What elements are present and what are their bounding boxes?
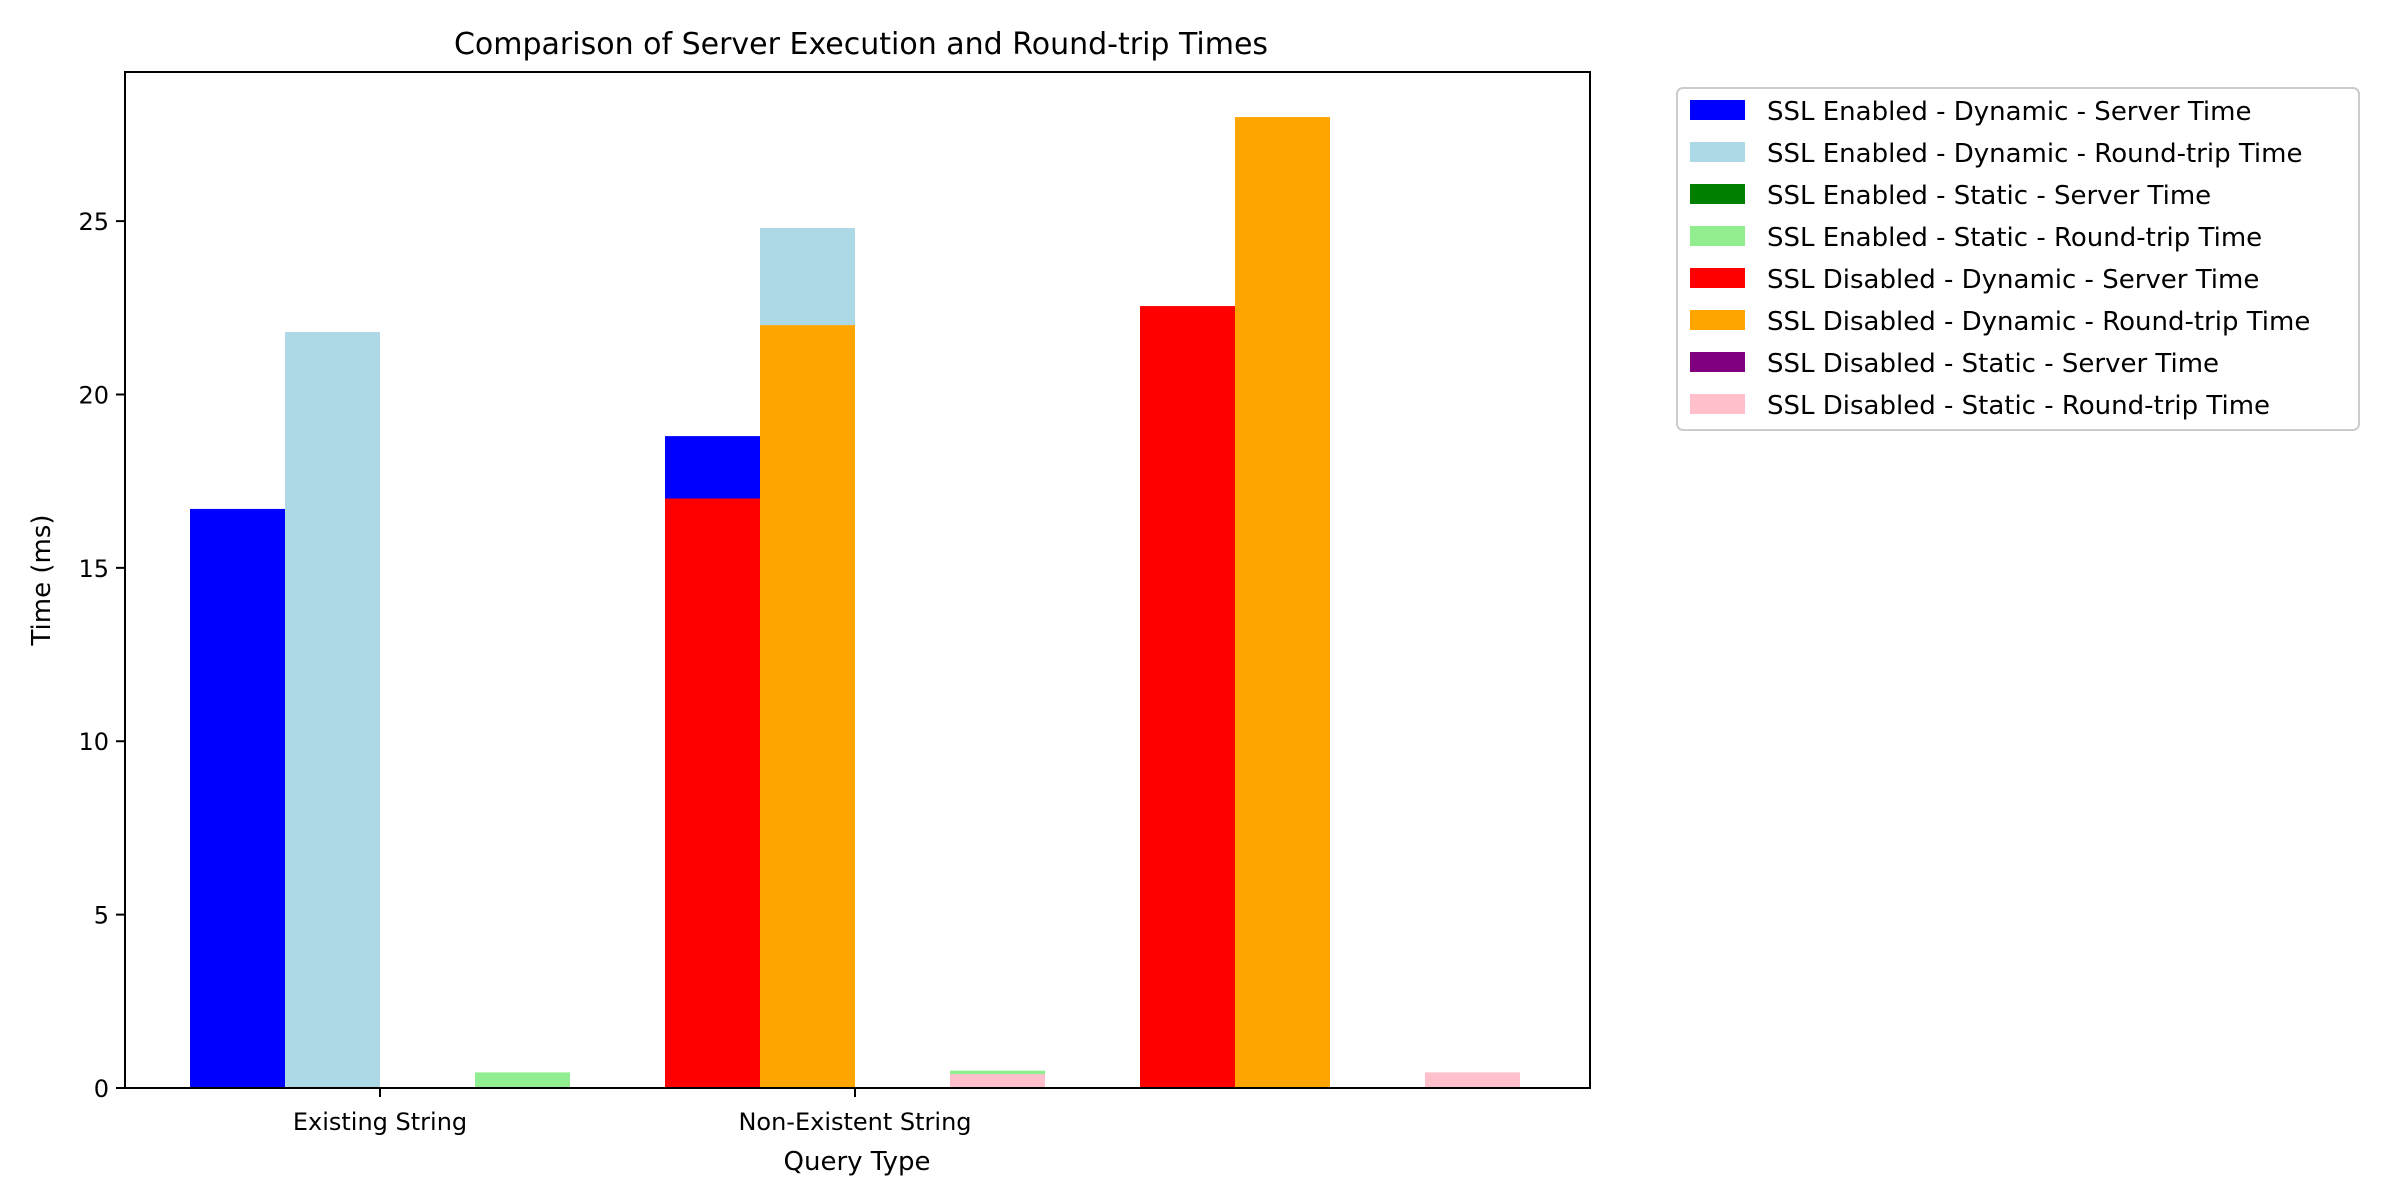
legend-frame [1676,87,2360,431]
bar-13 [1140,306,1235,1089]
legend-label: SSL Disabled - Dynamic - Server Time [1767,265,2259,295]
legend-label: SSL Enabled - Static - Server Time [1767,181,2211,211]
legend-swatch [1690,394,1745,414]
y-tick-label: 0 [94,1075,109,1103]
legend-swatch [1690,100,1745,120]
y-tick-label: 20 [78,381,109,409]
chart-title: Comparison of Server Execution and Round… [454,27,1268,62]
y-axis-label: Time (ms) [27,514,57,646]
legend-label: SSL Disabled - Dynamic - Round-trip Time [1767,307,2310,337]
plot-frame [124,71,1591,1089]
y-tick-label: 25 [78,208,109,236]
y-tick-label: 15 [78,555,109,583]
legend-label: SSL Enabled - Static - Round-trip Time [1767,223,2262,253]
legend-label: SSL Disabled - Static - Round-trip Time [1767,391,2270,421]
legend-swatch [1690,184,1745,204]
legend-label: SSL Enabled - Dynamic - Round-trip Time [1767,139,2302,169]
legend-label: SSL Disabled - Static - Server Time [1767,349,2219,379]
y-tick-label: 5 [94,902,109,930]
legend-item: SSL Enabled - Dynamic - Round-trip Time [1690,139,2302,169]
bar-2 [285,332,380,1089]
x-axis-label: Query Type [784,1147,931,1177]
x-axis: Existing String Non-Existent String [293,1088,972,1136]
bar-12 [950,1074,1045,1088]
bar-14 [1235,117,1330,1089]
legend-swatch [1690,268,1745,288]
legend-item: SSL Enabled - Dynamic - Server Time [1690,97,2251,127]
bar-16 [1425,1072,1520,1088]
bars-layer [190,117,1520,1089]
legend-item: SSL Disabled - Static - Server Time [1690,349,2219,379]
legend-swatch [1690,142,1745,162]
bar-9 [665,498,760,1088]
bar-10 [760,325,855,1088]
bar-1 [190,508,285,1088]
legend-swatch [1690,310,1745,330]
x-tick-label: Non-Existent String [738,1108,971,1136]
legend: SSL Enabled - Dynamic - Server Time SSL E… [1676,87,2360,431]
legend-swatch [1690,226,1745,246]
bar-4 [475,1072,570,1088]
y-tick-label: 10 [78,728,109,756]
legend-swatch [1690,352,1745,372]
legend-item: SSL Enabled - Static - Server Time [1690,181,2211,211]
legend-label: SSL Enabled - Dynamic - Server Time [1767,97,2251,127]
x-tick-label: Existing String [293,1108,467,1136]
legend-item: SSL Enabled - Static - Round-trip Time [1690,223,2262,253]
legend-item: SSL Disabled - Static - Round-trip Time [1690,391,2270,421]
legend-item: SSL Disabled - Dynamic - Round-trip Time [1690,307,2310,337]
legend-item: SSL Disabled - Dynamic - Server Time [1690,265,2259,295]
y-axis: 0 5 10 15 20 25 [78,208,125,1103]
